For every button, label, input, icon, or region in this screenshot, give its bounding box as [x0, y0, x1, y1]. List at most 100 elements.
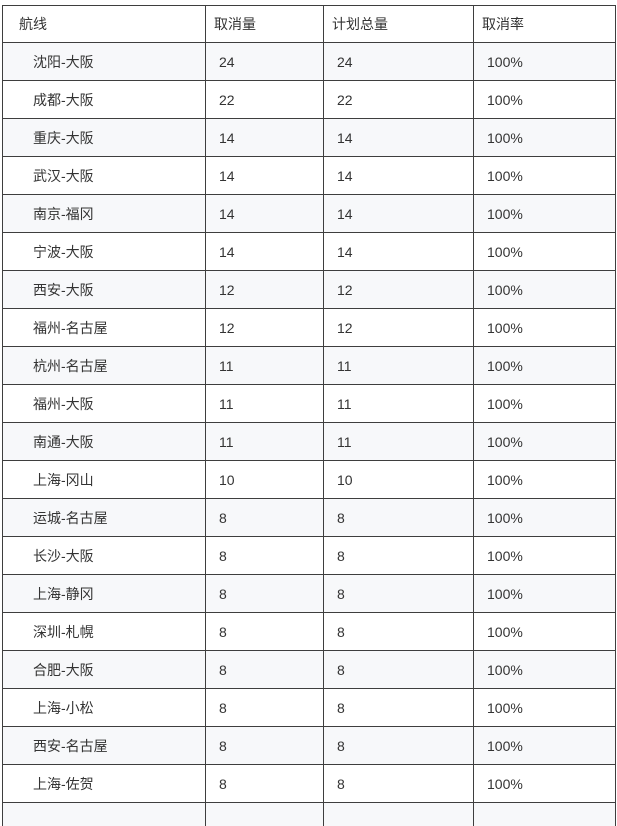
cancel-count-cell: 12 [205, 270, 324, 309]
cancel-count-cell: 11 [205, 384, 324, 423]
route-cell: 杭州-名古屋 [2, 346, 206, 385]
plan-total-cell: 14 [323, 232, 474, 271]
route-cell: 上海-静冈 [2, 574, 206, 613]
cancel-count-cell: 14 [205, 156, 324, 195]
cancel-rate-cell: 100% [473, 612, 616, 651]
route-cell: 上海-冈山 [2, 460, 206, 499]
plan-total-cell: 22 [323, 80, 474, 119]
plan-total-cell: 11 [323, 384, 474, 423]
plan-total-cell: 14 [323, 194, 474, 233]
route-cell: 上海-小松 [2, 688, 206, 727]
cancel-count-cell: 8 [205, 612, 324, 651]
table-row: 南通-大阪 11 11 100% [2, 422, 616, 461]
plan-total-cell: 8 [323, 726, 474, 765]
plan-total-cell: 8 [323, 650, 474, 689]
route-cell: 武汉-大阪 [2, 156, 206, 195]
cancel-count-cell: 11 [205, 346, 324, 385]
cancel-count-cell: 10 [205, 460, 324, 499]
cancel-rate-cell: 100% [473, 688, 616, 727]
cancel-count-cell: 8 [205, 764, 324, 803]
route-cell: 宁波-大阪 [2, 232, 206, 271]
plan-total-cell: 11 [323, 346, 474, 385]
route-cell: 西安-名古屋 [2, 726, 206, 765]
plan-total-cell: 8 [323, 536, 474, 575]
plan-total-cell: 8 [323, 574, 474, 613]
cancel-count-cell: 22 [205, 80, 324, 119]
cancel-rate-cell: 100% [473, 118, 616, 157]
table-row: 福州-大阪 11 11 100% [2, 384, 616, 423]
cancel-rate-cell: 100% [473, 574, 616, 613]
cancel-rate-cell: 100% [473, 536, 616, 575]
plan-total-cell: 8 [323, 498, 474, 537]
table-row: 宁波-大阪 14 14 100% [2, 232, 616, 271]
cancel-rate-cell: 100% [473, 80, 616, 119]
route-cell [2, 802, 206, 826]
plan-total-cell: 8 [323, 688, 474, 727]
cancel-count-cell: 11 [205, 422, 324, 461]
cancel-rate-cell: 100% [473, 764, 616, 803]
plan-total-cell: 12 [323, 308, 474, 347]
route-cell: 南通-大阪 [2, 422, 206, 461]
table-row: 西安-大阪 12 12 100% [2, 270, 616, 309]
table-row: 运城-名古屋 8 8 100% [2, 498, 616, 537]
cancel-rate-cell: 100% [473, 726, 616, 765]
route-cancellation-table: 航线 取消量 计划总量 取消率 沈阳-大阪 24 24 100% 成都-大阪 2… [2, 5, 616, 826]
cancel-rate-cell: 100% [473, 270, 616, 309]
column-header-route: 航线 [2, 5, 206, 43]
table-row: 重庆-大阪 14 14 100% [2, 118, 616, 157]
cancel-count-cell: 8 [205, 574, 324, 613]
route-cell: 成都-大阪 [2, 80, 206, 119]
table-row: 上海-小松 8 8 100% [2, 688, 616, 727]
table-row: 长沙-大阪 8 8 100% [2, 536, 616, 575]
table-row: 成都-大阪 22 22 100% [2, 80, 616, 119]
table-header-row: 航线 取消量 计划总量 取消率 [2, 5, 616, 43]
table-row [2, 802, 616, 826]
cancel-rate-cell: 100% [473, 650, 616, 689]
route-cell: 福州-大阪 [2, 384, 206, 423]
cancel-rate-cell: 100% [473, 384, 616, 423]
cancel-rate-cell [473, 802, 616, 826]
route-cell: 合肥-大阪 [2, 650, 206, 689]
table-row: 上海-静冈 8 8 100% [2, 574, 616, 613]
plan-total-cell: 8 [323, 764, 474, 803]
cancel-count-cell: 24 [205, 42, 324, 81]
table-row: 南京-福冈 14 14 100% [2, 194, 616, 233]
column-header-cancel-count: 取消量 [205, 5, 324, 43]
plan-total-cell: 14 [323, 118, 474, 157]
table-row: 沈阳-大阪 24 24 100% [2, 42, 616, 81]
cancel-count-cell: 14 [205, 232, 324, 271]
cancel-rate-cell: 100% [473, 194, 616, 233]
route-cell: 深圳-札幌 [2, 612, 206, 651]
route-cell: 西安-大阪 [2, 270, 206, 309]
cancel-rate-cell: 100% [473, 422, 616, 461]
table-row: 深圳-札幌 8 8 100% [2, 612, 616, 651]
plan-total-cell: 24 [323, 42, 474, 81]
cancel-rate-cell: 100% [473, 232, 616, 271]
route-cell: 重庆-大阪 [2, 118, 206, 157]
plan-total-cell [323, 802, 474, 826]
plan-total-cell: 11 [323, 422, 474, 461]
cancel-rate-cell: 100% [473, 308, 616, 347]
column-header-cancel-rate: 取消率 [473, 5, 616, 43]
cancel-count-cell: 8 [205, 726, 324, 765]
table-row: 上海-冈山 10 10 100% [2, 460, 616, 499]
cancel-count-cell: 14 [205, 194, 324, 233]
cancel-count-cell: 12 [205, 308, 324, 347]
plan-total-cell: 8 [323, 612, 474, 651]
cancel-count-cell: 8 [205, 498, 324, 537]
route-cell: 沈阳-大阪 [2, 42, 206, 81]
route-cell: 南京-福冈 [2, 194, 206, 233]
cancel-rate-cell: 100% [473, 42, 616, 81]
cancel-count-cell: 8 [205, 688, 324, 727]
cancel-rate-cell: 100% [473, 156, 616, 195]
route-cell: 长沙-大阪 [2, 536, 206, 575]
route-cell: 上海-佐贺 [2, 764, 206, 803]
table-row: 武汉-大阪 14 14 100% [2, 156, 616, 195]
table-row: 合肥-大阪 8 8 100% [2, 650, 616, 689]
cancel-count-cell: 8 [205, 536, 324, 575]
plan-total-cell: 14 [323, 156, 474, 195]
column-header-plan-total: 计划总量 [323, 5, 474, 43]
cancel-rate-cell: 100% [473, 498, 616, 537]
route-cell: 运城-名古屋 [2, 498, 206, 537]
